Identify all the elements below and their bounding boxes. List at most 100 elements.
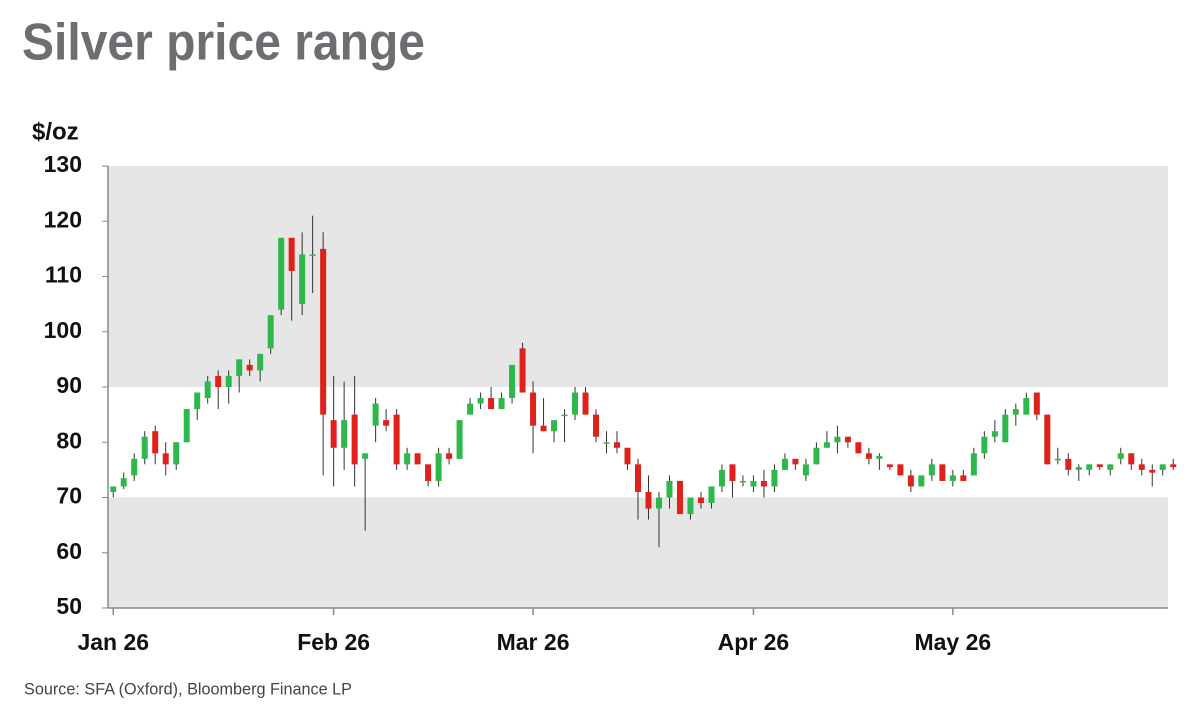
y-tick-label: 90 (56, 372, 82, 398)
candle-body (1096, 464, 1103, 468)
candle-body (781, 458, 788, 470)
candle-body (267, 315, 274, 349)
candle-body (446, 453, 453, 459)
candle-body (152, 431, 159, 454)
y-tick-label: 60 (56, 538, 82, 564)
candle-body (278, 237, 285, 310)
candle-body (1128, 453, 1135, 465)
candle-body (330, 420, 337, 448)
candle-body (970, 453, 977, 476)
candle-body (802, 464, 809, 476)
candle-body (1044, 414, 1051, 465)
candle-body (393, 414, 400, 465)
candle-body (1065, 458, 1072, 470)
candle-body (886, 464, 893, 468)
source-note: Source: SFA (Oxford), Bloomberg Finance … (24, 679, 352, 698)
candle-body (635, 464, 641, 492)
candle-body (991, 431, 998, 437)
candle-body (907, 475, 914, 487)
candle-body (1107, 464, 1114, 470)
candle-body (341, 420, 348, 448)
chart-title: Silver price range (22, 14, 425, 72)
candle-body (897, 464, 904, 476)
candle-body (1170, 464, 1177, 468)
candle-body (582, 392, 589, 415)
candle-body (1159, 464, 1166, 470)
candle-body (1086, 464, 1093, 470)
candle-body (204, 381, 211, 399)
candle-body (981, 436, 988, 454)
y-tick-label: 110 (45, 262, 82, 288)
candle-body (131, 458, 138, 476)
candle-body (1117, 453, 1124, 459)
y-tick-label: 120 (44, 206, 82, 232)
candle-body (530, 392, 537, 426)
candle-body (194, 392, 201, 410)
candle-body (676, 480, 683, 515)
candle-body (120, 478, 127, 487)
candle-body (603, 442, 610, 444)
candle-body (614, 442, 621, 448)
candle-body (718, 469, 725, 487)
candle-body (792, 458, 799, 465)
candle-body (697, 497, 704, 504)
candle-body (477, 398, 484, 404)
candle-body (729, 464, 736, 481)
candle-body (498, 398, 505, 410)
candle-body (666, 480, 673, 498)
candle-body (1054, 458, 1061, 461)
candle-body (362, 453, 369, 459)
candle-body (771, 469, 778, 487)
candle-body (351, 414, 358, 465)
y-tick-label: 100 (44, 317, 82, 343)
candle-body (110, 486, 117, 492)
candle-body (162, 453, 169, 465)
y-tick-label: 50 (56, 593, 82, 619)
candle-body (1023, 398, 1030, 415)
candle-body (949, 475, 956, 481)
candle-body (257, 353, 264, 371)
candle-body (876, 456, 883, 459)
candle-body (739, 480, 746, 483)
candle-body (813, 447, 820, 465)
candle-body (1138, 464, 1145, 470)
candle-body (823, 442, 830, 448)
candle-body (519, 348, 526, 393)
candle-body (173, 442, 180, 465)
candle-body (425, 464, 432, 481)
candle-body (309, 254, 316, 256)
y-tick-label: 130 (44, 151, 82, 177)
shaded-band (108, 166, 1168, 387)
candle-body (855, 442, 862, 454)
candle-body (1149, 469, 1156, 473)
y-tick-label: 80 (56, 427, 82, 453)
candle-body (960, 475, 967, 481)
candle-body (246, 364, 253, 371)
x-tick-label: Feb 26 (297, 629, 370, 655)
x-tick-label: Mar 26 (497, 629, 570, 655)
candle-body (593, 414, 600, 437)
candle-body (844, 436, 851, 443)
x-tick-label: Apr 26 (718, 629, 790, 655)
candle-body (372, 403, 379, 426)
candle-body (404, 453, 411, 465)
candle-body (540, 425, 547, 432)
candle-body (383, 420, 390, 426)
candle-body (320, 248, 327, 415)
candle-body (414, 453, 421, 465)
candle-body (1002, 414, 1009, 443)
y-axis-label: $/oz (32, 118, 79, 145)
candle-body (488, 398, 495, 410)
candle-body (215, 375, 222, 387)
candle-body (183, 409, 190, 443)
candle-body (288, 237, 295, 271)
candle-body (1012, 409, 1019, 415)
candle-body (624, 447, 631, 465)
candle-body (928, 464, 935, 476)
candle-body (708, 486, 715, 504)
x-tick-label: May 26 (914, 629, 991, 655)
candle-body (467, 403, 474, 415)
candle-body (939, 464, 946, 481)
candle-body (561, 414, 568, 417)
